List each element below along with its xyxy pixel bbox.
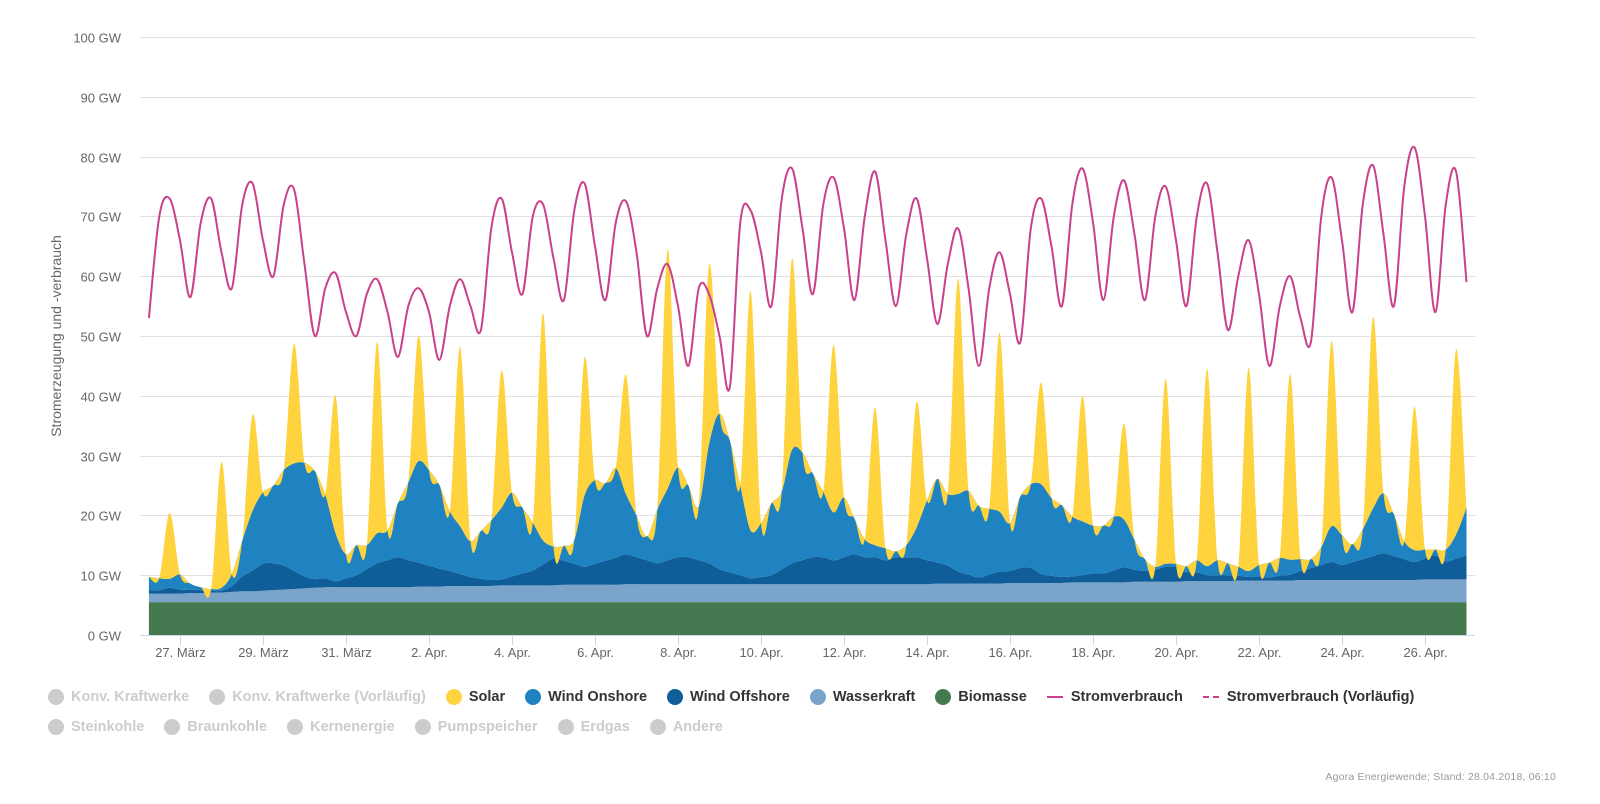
stacked-areas	[148, 249, 1467, 635]
legend-item-steinkohle[interactable]: Steinkohle	[48, 719, 144, 735]
y-tick-label: 80 GW	[81, 151, 122, 166]
legend-label: Biomasse	[958, 689, 1027, 705]
x-tick-label: 31. März	[321, 645, 372, 660]
lines	[147, 145, 1468, 392]
legend-dot-icon	[48, 719, 64, 735]
x-tick-label: 2. Apr.	[411, 645, 448, 660]
legend-item-biomasse[interactable]: Biomasse	[935, 689, 1027, 705]
legend-item-pumpspeicher[interactable]: Pumpspeicher	[414, 719, 538, 735]
legend-label: Kernenergie	[310, 719, 395, 735]
x-tick-label: 6. Apr.	[577, 645, 614, 660]
legend-dot-icon	[48, 689, 64, 705]
legend-item-konv-kraftwerke[interactable]: Konv. Kraftwerke	[48, 689, 189, 705]
legend-dot-icon	[649, 719, 666, 735]
y-tick-label: 90 GW	[81, 91, 122, 106]
legend-label: Konv. Kraftwerke (Vorläufig)	[232, 689, 426, 705]
legend-item-wind-offshore[interactable]: Wind Offshore	[667, 689, 790, 705]
legend-row-1: Konv. Kraftwerke Konv. Kraftwerke (Vorläu…	[48, 682, 1548, 712]
credit-text: Agora Energiewende; Stand: 28.04.2018, 0…	[1325, 771, 1556, 783]
x-tick-label: 18. Apr.	[1071, 645, 1115, 660]
legend-dot-icon	[809, 689, 826, 705]
legend-item-stromverbrauch-vorläufig[interactable]: Stromverbrauch (Vorläufig)	[1202, 689, 1415, 705]
legend-line-icon	[1046, 696, 1063, 698]
legend-label: Wind Offshore	[690, 689, 790, 705]
legend-dot-icon	[445, 689, 462, 705]
legend-label: Wind Onshore	[548, 689, 648, 705]
y-tick-label: 60 GW	[81, 270, 122, 285]
x-tick-label: 24. Apr.	[1320, 645, 1364, 660]
legend-label: Konv. Kraftwerke	[71, 689, 190, 705]
y-axis-ticks: 0 GW 10 GW 20 GW 30 GW 40 GW 50 GW 60 GW 70 GW 8…	[73, 31, 121, 644]
legend-item-stromverbrauch[interactable]: Stromverbrauch	[1046, 689, 1183, 705]
legend-row-2: Steinkohle Braunkohle Kernenergie Pumpspeic…	[48, 712, 1548, 742]
x-tick-label: 8. Apr.	[660, 645, 697, 660]
legend-dot-icon	[935, 689, 952, 705]
legend-label: Braunkohle	[187, 719, 268, 735]
legend-dot-icon	[414, 719, 431, 735]
x-tick-label: 22. Apr.	[1237, 645, 1281, 660]
x-tick-label: 14. Apr.	[905, 645, 949, 660]
y-tick-label: 70 GW	[81, 210, 122, 225]
y-tick-label: 20 GW	[81, 509, 122, 524]
x-axis-ticks: 27. März 29. März 31. März 2. Apr. 4. Apr. 6.…	[155, 636, 1448, 660]
line-stromverbrauch	[147, 145, 1468, 392]
legend: Konv. Kraftwerke Konv. Kraftwerke (Vorläu…	[48, 682, 1548, 742]
area-biomasse	[148, 602, 1467, 635]
legend-label: Steinkohle	[71, 719, 145, 735]
legend-label: Erdgas	[580, 719, 630, 735]
legend-item-solar[interactable]: Solar	[445, 689, 506, 705]
legend-label: Solar	[468, 689, 506, 705]
area-solar	[148, 249, 1467, 598]
x-tick-label: 16. Apr.	[988, 645, 1032, 660]
y-tick-label: 10 GW	[81, 569, 122, 584]
legend-item-konv-kraftwerke-vorläufig[interactable]: Konv. Kraftwerke (Vorläufig)	[209, 689, 426, 705]
y-tick-label: 40 GW	[81, 390, 122, 405]
legend-label: Stromverbrauch	[1070, 689, 1183, 705]
chart: 0 GW 10 GW 20 GW 30 GW 40 GW 50 GW 60 GW 70 GW 8…	[48, 31, 1475, 660]
area-wind-offshore	[148, 553, 1467, 594]
legend-dot-icon	[164, 719, 181, 735]
legend-item-wasserkraft[interactable]: Wasserkraft	[809, 689, 916, 705]
legend-item-braunkohle[interactable]: Braunkohle	[164, 719, 267, 735]
legend-dot-icon	[525, 689, 542, 705]
legend-item-kernenergie[interactable]: Kernenergie	[287, 719, 395, 735]
y-tick-label: 0 GW	[88, 629, 122, 644]
x-tick-label: 26. Apr.	[1403, 645, 1447, 660]
y-axis-label: Stromerzeugung und -verbrauch	[48, 235, 64, 437]
legend-label: Wasserkraft	[832, 689, 916, 705]
x-tick-label: 29. März	[238, 645, 289, 660]
legend-dot-icon	[557, 719, 574, 735]
area-wasserkraft	[148, 579, 1467, 603]
legend-dot-icon	[287, 719, 304, 735]
x-tick-label: 12. Apr.	[822, 645, 866, 660]
legend-item-wind-onshore[interactable]: Wind Onshore	[525, 689, 647, 705]
x-tick-label: 20. Apr.	[1154, 645, 1198, 660]
y-tick-label: 50 GW	[81, 330, 122, 345]
x-tick-label: 27. März	[155, 645, 206, 660]
y-tick-label: 100 GW	[73, 31, 121, 46]
legend-label: Stromverbrauch (Vorläufig)	[1226, 689, 1415, 705]
legend-label: Andere	[672, 719, 723, 735]
legend-dot-icon	[209, 689, 226, 705]
legend-item-andere[interactable]: Andere	[649, 719, 723, 735]
x-tick-label: 4. Apr.	[494, 645, 531, 660]
legend-dashed-line-icon	[1202, 696, 1219, 698]
legend-dot-icon	[667, 689, 684, 705]
y-tick-label: 30 GW	[81, 450, 122, 465]
legend-label: Pumpspeicher	[437, 719, 538, 735]
x-tick-label: 10. Apr.	[739, 645, 783, 660]
legend-item-erdgas[interactable]: Erdgas	[557, 719, 630, 735]
